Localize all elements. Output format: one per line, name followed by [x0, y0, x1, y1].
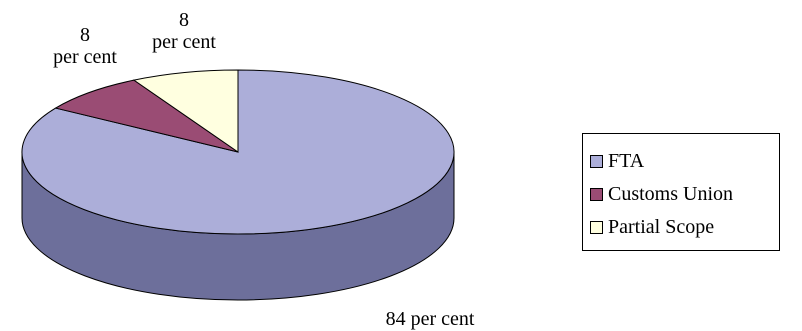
pie-label-fta: 84 per cent [386, 308, 475, 330]
legend-swatch-fta [590, 155, 603, 168]
legend-label-customs-union: Customs Union [608, 183, 734, 205]
pie-label-partial-scope: 8 per cent [152, 9, 216, 53]
pie-slice-partial-scope [132, 69, 239, 153]
legend-item-fta: FTA [590, 145, 779, 178]
pie-label-customs-union: 8 per cent [53, 24, 117, 68]
legend-swatch-customs-union [590, 188, 603, 201]
pie-slice-customs-union [54, 79, 239, 153]
legend-label-partial-scope: Partial Scope [608, 216, 715, 238]
pie-top-layer [21, 69, 455, 235]
legend: FTA Customs Union Partial Scope [582, 133, 780, 251]
legend-item-customs-union: Customs Union [590, 178, 779, 211]
pie-labels-layer: 84 per cent 8 per cent 8 per cent [53, 9, 475, 330]
legend-item-partial-scope: Partial Scope [590, 211, 779, 244]
legend-label-fta: FTA [608, 150, 645, 172]
legend-swatch-partial-scope [590, 221, 603, 234]
